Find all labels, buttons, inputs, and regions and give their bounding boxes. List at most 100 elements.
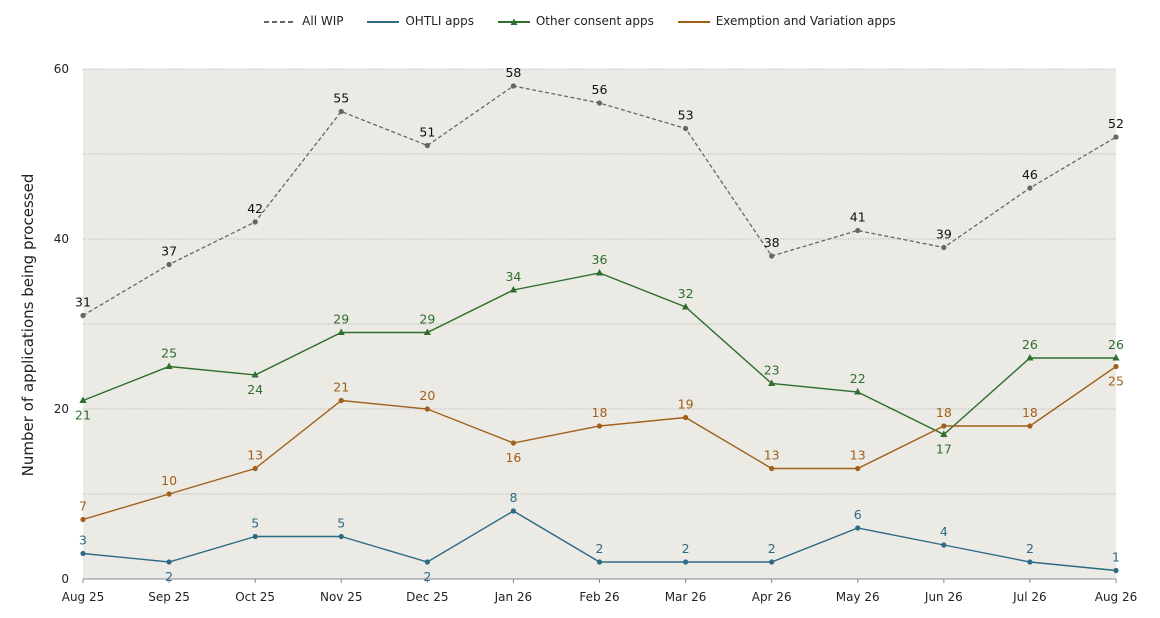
data-label-exemption: 13: [850, 448, 866, 463]
data-point-all-wip: [338, 108, 344, 115]
data-label-all-wip: 55: [333, 91, 349, 106]
data-point-other-consent: [79, 396, 87, 403]
data-label-ohtli: 1: [1112, 550, 1120, 565]
data-point-exemption: [424, 406, 430, 412]
data-point-exemption: [941, 423, 947, 429]
data-label-other-consent: 17: [936, 442, 952, 457]
data-label-ohtli: 2: [1026, 541, 1034, 556]
data-label-exemption: 18: [936, 405, 952, 420]
data-label-other-consent: 29: [419, 312, 435, 327]
x-tick-label: Jul 26: [1012, 590, 1047, 604]
data-point-other-consent: [1026, 354, 1034, 361]
data-point-other-consent: [337, 328, 345, 335]
data-point-exemption: [596, 423, 603, 429]
legend-swatch-all-wip: [264, 20, 297, 23]
data-label-exemption: 10: [161, 473, 177, 488]
x-tick-label: Jun 26: [924, 590, 963, 604]
legend-swatch-ohtli: [367, 20, 400, 23]
data-point-other-consent: [595, 269, 604, 276]
x-tick-label: Oct 25: [235, 590, 275, 604]
x-tick-label: Mar 26: [665, 590, 707, 604]
data-label-other-consent: 36: [592, 252, 608, 267]
x-tick-label: Aug 25: [62, 590, 105, 604]
data-point-ohtli: [166, 559, 172, 565]
legend-label: OHTLI apps: [405, 14, 475, 28]
data-point-other-consent: [854, 388, 862, 395]
data-point-ohtli: [769, 559, 775, 565]
data-point-other-consent: [423, 328, 431, 335]
data-label-exemption: 25: [1108, 374, 1124, 389]
legend-item-all-wip: All WIP: [264, 14, 344, 28]
data-label-exemption: 19: [678, 397, 694, 412]
data-point-other-consent: [509, 286, 518, 293]
legend-swatch-exemption: [677, 20, 710, 23]
data-point-ohtli: [855, 525, 861, 531]
x-tick-label: May 26: [836, 590, 880, 604]
data-point-exemption: [1113, 363, 1119, 370]
data-point-other-consent: [251, 371, 259, 378]
y-tick-label: 0: [61, 572, 69, 586]
data-label-all-wip: 37: [161, 244, 177, 259]
data-point-other-consent: [165, 362, 173, 369]
y-tick-label: 20: [54, 402, 69, 416]
data-point-ohtli: [510, 508, 517, 514]
legend-label: Exemption and Variation apps: [715, 14, 896, 28]
data-label-exemption: 20: [419, 388, 435, 403]
data-point-all-wip: [1027, 185, 1033, 191]
data-label-ohtli: 2: [682, 541, 690, 556]
data-point-other-consent: [681, 303, 690, 310]
data-point-ohtli: [941, 542, 947, 548]
data-point-exemption: [855, 465, 861, 472]
data-label-exemption: 18: [592, 405, 608, 420]
data-label-other-consent: 23: [764, 363, 780, 378]
chart-legend: All WIP OHTLI apps Other consent apps Ex…: [0, 14, 1160, 28]
data-point-ohtli: [338, 533, 344, 540]
legend-item-other-consent: Other consent apps: [497, 14, 654, 28]
legend-label: Other consent apps: [535, 14, 654, 28]
data-point-all-wip: [855, 227, 861, 234]
data-label-other-consent: 26: [1022, 337, 1038, 352]
legend-label: All WIP: [302, 14, 344, 28]
data-point-exemption: [338, 397, 344, 404]
data-label-other-consent: 22: [850, 371, 866, 386]
data-point-all-wip: [252, 219, 258, 225]
data-label-ohtli: 4: [940, 524, 948, 539]
data-point-exemption: [682, 414, 689, 421]
data-label-all-wip: 51: [419, 125, 435, 140]
data-label-other-consent: 34: [505, 269, 521, 284]
data-point-all-wip: [1113, 134, 1119, 140]
data-point-ohtli: [80, 550, 86, 557]
data-label-all-wip: 58: [505, 65, 521, 80]
data-point-all-wip: [682, 125, 689, 132]
data-label-other-consent: 32: [678, 286, 694, 301]
data-point-all-wip: [424, 142, 430, 149]
data-point-ohtli: [1027, 559, 1033, 565]
data-label-all-wip: 46: [1022, 167, 1038, 182]
data-label-exemption: 7: [79, 499, 87, 514]
data-label-ohtli: 5: [337, 516, 345, 531]
data-label-all-wip: 42: [247, 201, 263, 216]
data-point-other-consent: [1112, 354, 1120, 361]
data-point-other-consent: [768, 379, 776, 386]
data-label-exemption: 16: [505, 450, 521, 465]
data-label-all-wip: 31: [75, 295, 91, 310]
data-label-ohtli: 2: [165, 569, 173, 584]
data-point-exemption: [252, 465, 258, 472]
data-point-ohtli: [1113, 567, 1119, 574]
x-tick-label: Sep 25: [148, 590, 190, 604]
data-label-other-consent: 21: [75, 408, 91, 423]
data-label-exemption: 13: [247, 448, 263, 463]
data-point-exemption: [510, 440, 517, 446]
data-point-exemption: [166, 491, 172, 497]
y-tick-label: 60: [54, 62, 69, 76]
data-label-exemption: 13: [764, 448, 780, 463]
data-point-exemption: [1027, 423, 1033, 429]
data-point-ohtli: [682, 559, 689, 565]
data-label-other-consent: 24: [247, 382, 263, 397]
data-label-ohtli: 3: [79, 533, 87, 548]
data-point-ohtli: [596, 559, 603, 565]
data-label-ohtli: 2: [596, 541, 604, 556]
x-tick-label: Apr 26: [752, 590, 792, 604]
data-label-exemption: 18: [1022, 405, 1038, 420]
